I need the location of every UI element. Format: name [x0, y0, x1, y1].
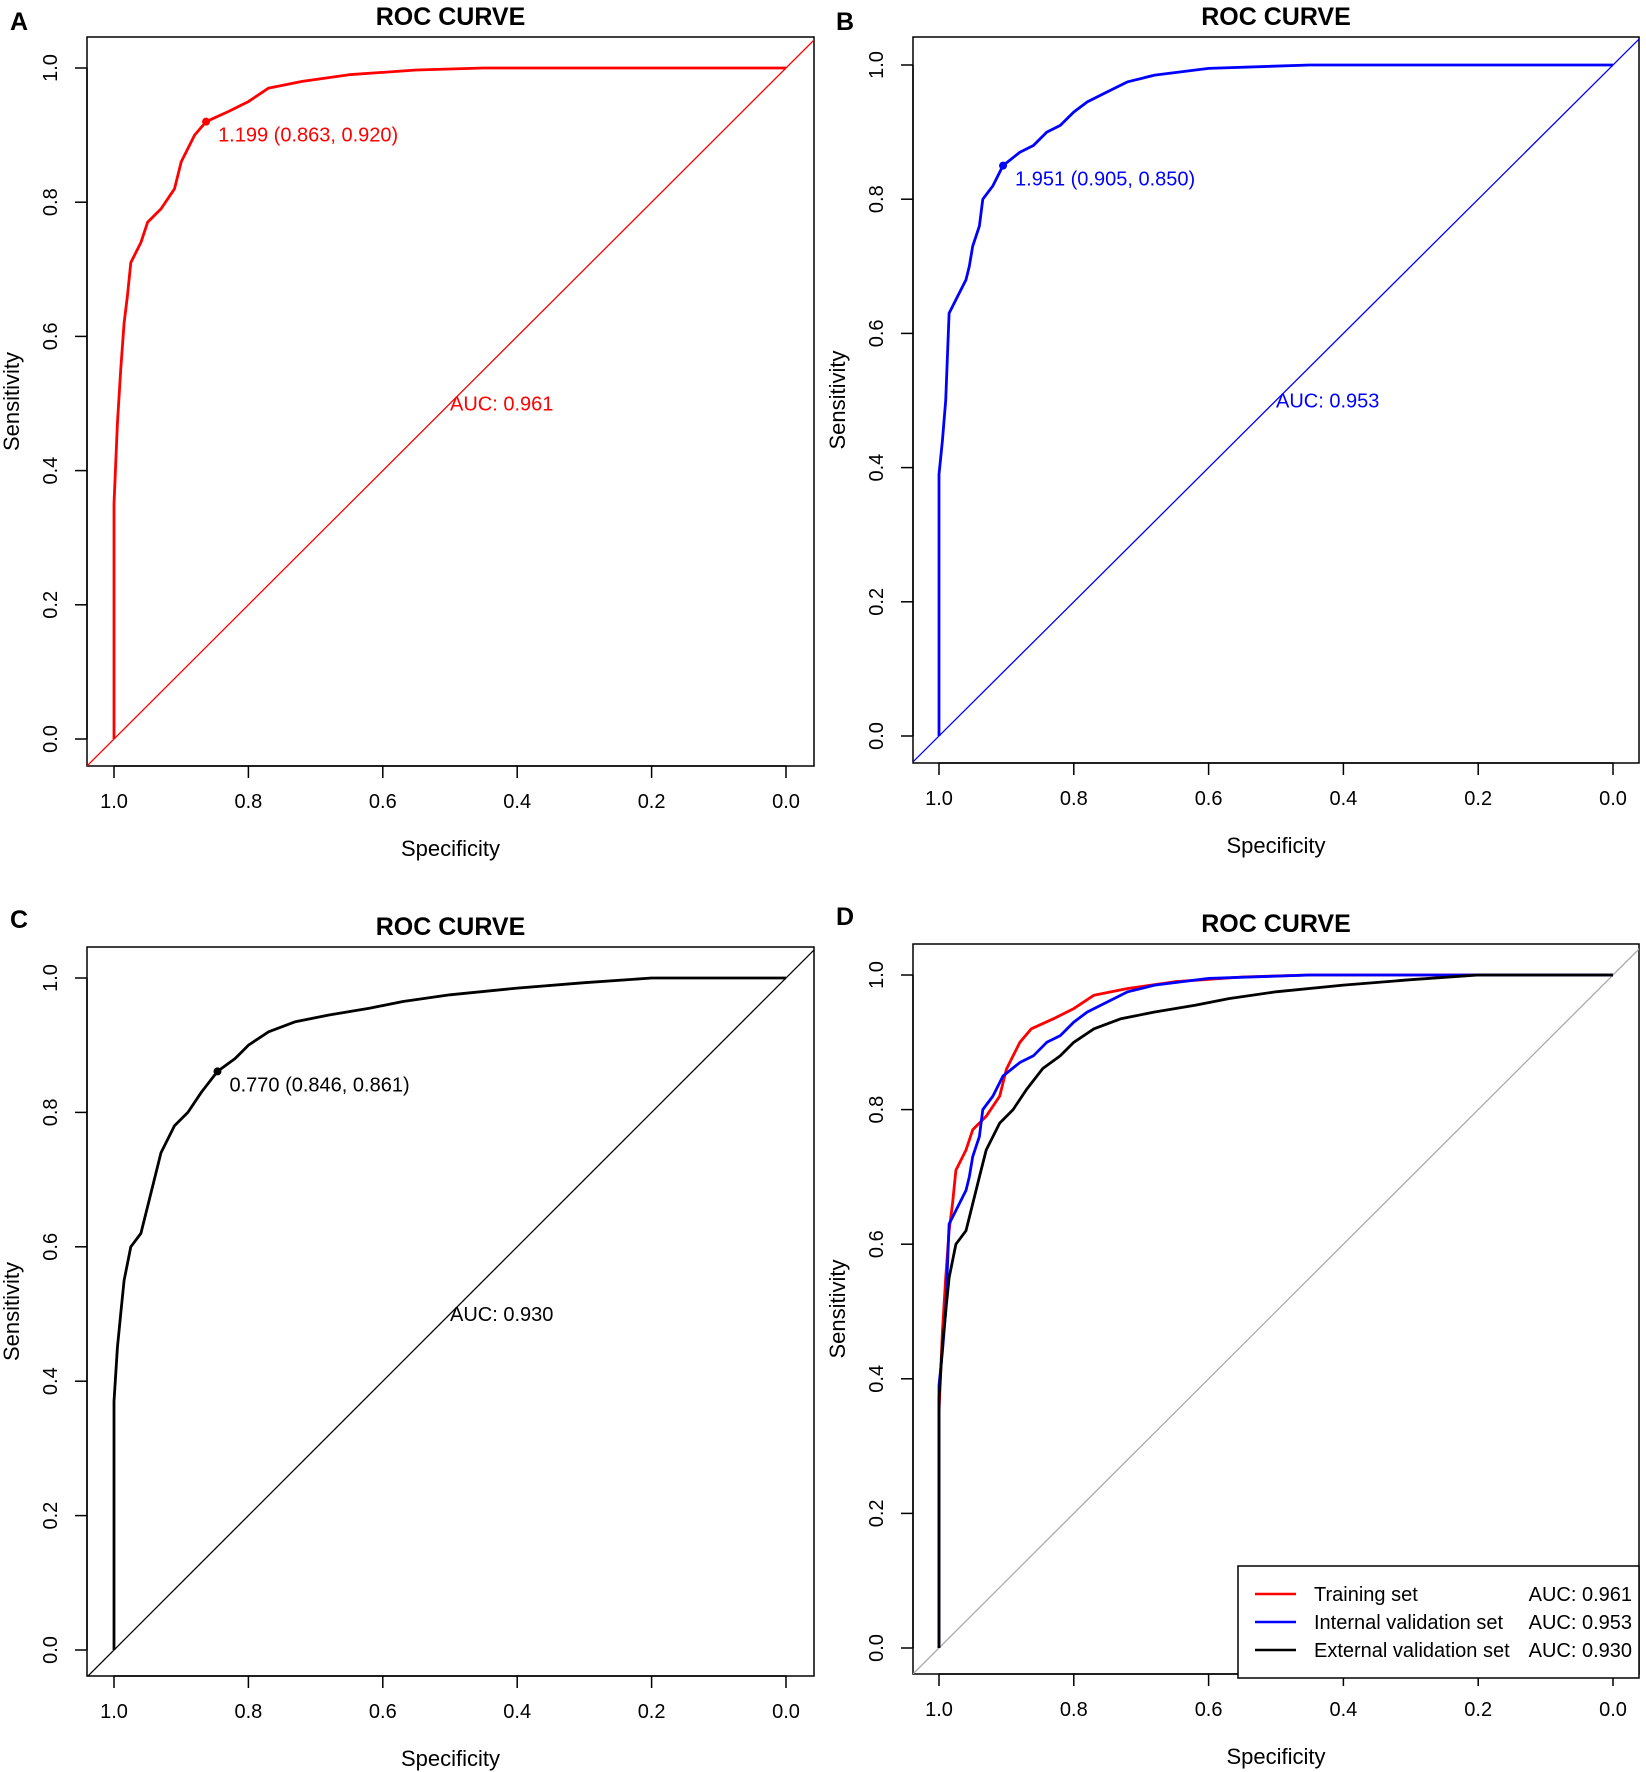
legend-auc: AUC: 0.961: [1529, 1584, 1632, 1606]
y-tick-label: 0.2: [40, 591, 62, 619]
threshold-label-c: 0.770 (0.846, 0.861): [229, 1074, 409, 1096]
y-tick-label: 0.6: [40, 1233, 62, 1261]
panel-letter-b: B: [836, 8, 854, 36]
y-tick-label: 0.8: [866, 185, 888, 213]
y-axis-label-d: Sensitivity: [825, 1259, 850, 1358]
chart-title-b: ROC CURVE: [1201, 3, 1351, 31]
x-tick-label: 0.0: [1599, 788, 1627, 810]
y-tick-label: 0.4: [40, 1367, 62, 1395]
auc-label-a: AUC: 0.961: [450, 394, 553, 416]
threshold-label-a: 1.199 (0.863, 0.920): [218, 125, 398, 147]
chart-title-d: ROC CURVE: [1201, 910, 1351, 938]
panel-letter-d: D: [836, 903, 854, 931]
x-tick-label: 0.6: [369, 1701, 397, 1723]
chart-title-c: ROC CURVE: [376, 913, 526, 941]
x-tick-label: 0.6: [369, 791, 397, 813]
x-axis-label-b: Specificity: [1226, 833, 1325, 858]
y-axis-label-b: Sensitivity: [825, 350, 850, 449]
x-tick-label: 0.4: [1329, 1699, 1357, 1721]
threshold-point-c: [213, 1067, 222, 1076]
x-tick-label: 0.8: [1060, 1699, 1088, 1721]
roc-curve-external-validation-set: [937, 973, 1613, 1648]
y-tick-label: 0.2: [40, 1502, 62, 1530]
y-tick-label: 0.6: [40, 322, 62, 350]
x-tick-label: 0.2: [638, 791, 666, 813]
x-tick-label: 0.2: [1464, 1699, 1492, 1721]
x-tick-label: 0.4: [1329, 788, 1357, 810]
y-tick-label: 0.8: [866, 1096, 888, 1124]
y-tick-label: 0.4: [866, 1365, 888, 1393]
diagonal-reference-line-b: [913, 38, 1639, 763]
auc-label-b: AUC: 0.953: [1276, 391, 1379, 413]
y-tick-label: 0.8: [40, 1098, 62, 1126]
y-tick-label: 1.0: [866, 51, 888, 79]
x-tick-label: 0.0: [772, 1701, 800, 1723]
y-tick-label: 0.0: [866, 722, 888, 750]
roc-curve-internal-validation-set: [937, 973, 1613, 1648]
chart-title-a: ROC CURVE: [376, 3, 526, 31]
x-tick-label: 0.2: [1464, 788, 1492, 810]
panel-letter-a: A: [10, 8, 28, 36]
y-tick-label: 1.0: [40, 54, 62, 82]
x-tick-label: 1.0: [925, 1699, 953, 1721]
legend-label: Training set: [1314, 1584, 1418, 1606]
y-tick-label: 1.0: [40, 964, 62, 992]
legend-label: External validation set: [1314, 1640, 1510, 1662]
x-tick-label: 1.0: [925, 788, 953, 810]
diagonal-reference-line-d: [913, 948, 1639, 1674]
y-tick-label: 0.8: [40, 188, 62, 216]
y-tick-label: 0.6: [866, 319, 888, 347]
x-tick-label: 0.6: [1195, 1699, 1223, 1721]
y-tick-label: 0.2: [866, 1499, 888, 1527]
x-tick-label: 1.0: [100, 791, 128, 813]
auc-label-c: AUC: 0.930: [450, 1304, 553, 1326]
panel-letter-c: C: [10, 906, 28, 934]
y-tick-label: 0.0: [40, 725, 62, 753]
roc-curve-a: [112, 66, 786, 739]
threshold-point-b: [999, 161, 1008, 170]
legend-auc: AUC: 0.930: [1529, 1640, 1632, 1662]
x-tick-label: 0.8: [234, 1701, 262, 1723]
x-tick-label: 0.0: [772, 791, 800, 813]
legend-auc: AUC: 0.953: [1529, 1612, 1632, 1634]
x-tick-label: 0.8: [1060, 788, 1088, 810]
x-tick-label: 0.4: [503, 1701, 531, 1723]
x-axis-label-d: Specificity: [1226, 1744, 1325, 1769]
y-tick-label: 0.4: [866, 454, 888, 482]
y-tick-label: 0.4: [40, 457, 62, 485]
x-tick-label: 0.8: [234, 791, 262, 813]
legend-box: [1237, 1565, 1640, 1679]
diagonal-reference-line-a: [87, 39, 814, 766]
threshold-point-a: [202, 117, 211, 126]
y-axis-label-a: Sensitivity: [0, 352, 24, 451]
y-tick-label: 0.0: [40, 1636, 62, 1664]
x-tick-label: 0.2: [638, 1701, 666, 1723]
y-tick-label: 0.6: [866, 1230, 888, 1258]
y-tick-label: 0.0: [866, 1634, 888, 1662]
x-tick-label: 0.4: [503, 791, 531, 813]
x-tick-label: 0.0: [1599, 1699, 1627, 1721]
threshold-label-b: 1.951 (0.905, 0.850): [1015, 169, 1195, 191]
legend-label: Internal validation set: [1314, 1612, 1503, 1634]
y-tick-label: 1.0: [866, 961, 888, 989]
x-axis-label-a: Specificity: [401, 836, 500, 861]
y-axis-label-c: Sensitivity: [0, 1262, 24, 1361]
x-tick-label: 0.6: [1195, 788, 1223, 810]
roc-curve-c: [112, 976, 786, 1650]
y-tick-label: 0.2: [866, 588, 888, 616]
x-tick-label: 1.0: [100, 1701, 128, 1723]
diagonal-reference-line-c: [87, 949, 814, 1676]
x-axis-label-c: Specificity: [401, 1746, 500, 1771]
